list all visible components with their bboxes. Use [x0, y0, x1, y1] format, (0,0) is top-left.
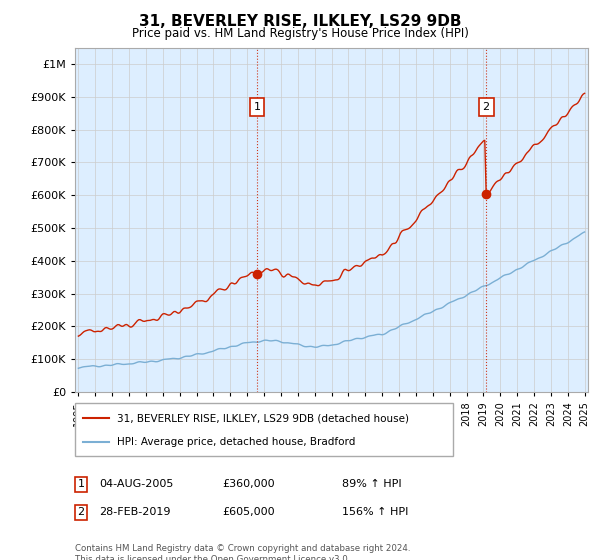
Text: 28-FEB-2019: 28-FEB-2019 [99, 507, 170, 517]
Text: 2: 2 [482, 102, 490, 111]
Text: HPI: Average price, detached house, Bradford: HPI: Average price, detached house, Brad… [116, 436, 355, 446]
Text: £360,000: £360,000 [222, 479, 275, 489]
Text: 89% ↑ HPI: 89% ↑ HPI [342, 479, 401, 489]
Text: 31, BEVERLEY RISE, ILKLEY, LS29 9DB: 31, BEVERLEY RISE, ILKLEY, LS29 9DB [139, 14, 461, 29]
Text: 1: 1 [253, 102, 260, 111]
Text: 31, BEVERLEY RISE, ILKLEY, LS29 9DB (detached house): 31, BEVERLEY RISE, ILKLEY, LS29 9DB (det… [116, 413, 409, 423]
FancyBboxPatch shape [75, 403, 453, 456]
Text: 04-AUG-2005: 04-AUG-2005 [99, 479, 173, 489]
Text: 1: 1 [77, 479, 85, 489]
Text: Price paid vs. HM Land Registry's House Price Index (HPI): Price paid vs. HM Land Registry's House … [131, 27, 469, 40]
Text: 156% ↑ HPI: 156% ↑ HPI [342, 507, 409, 517]
Text: Contains HM Land Registry data © Crown copyright and database right 2024.
This d: Contains HM Land Registry data © Crown c… [75, 544, 410, 560]
Text: £605,000: £605,000 [222, 507, 275, 517]
Text: 2: 2 [77, 507, 85, 517]
